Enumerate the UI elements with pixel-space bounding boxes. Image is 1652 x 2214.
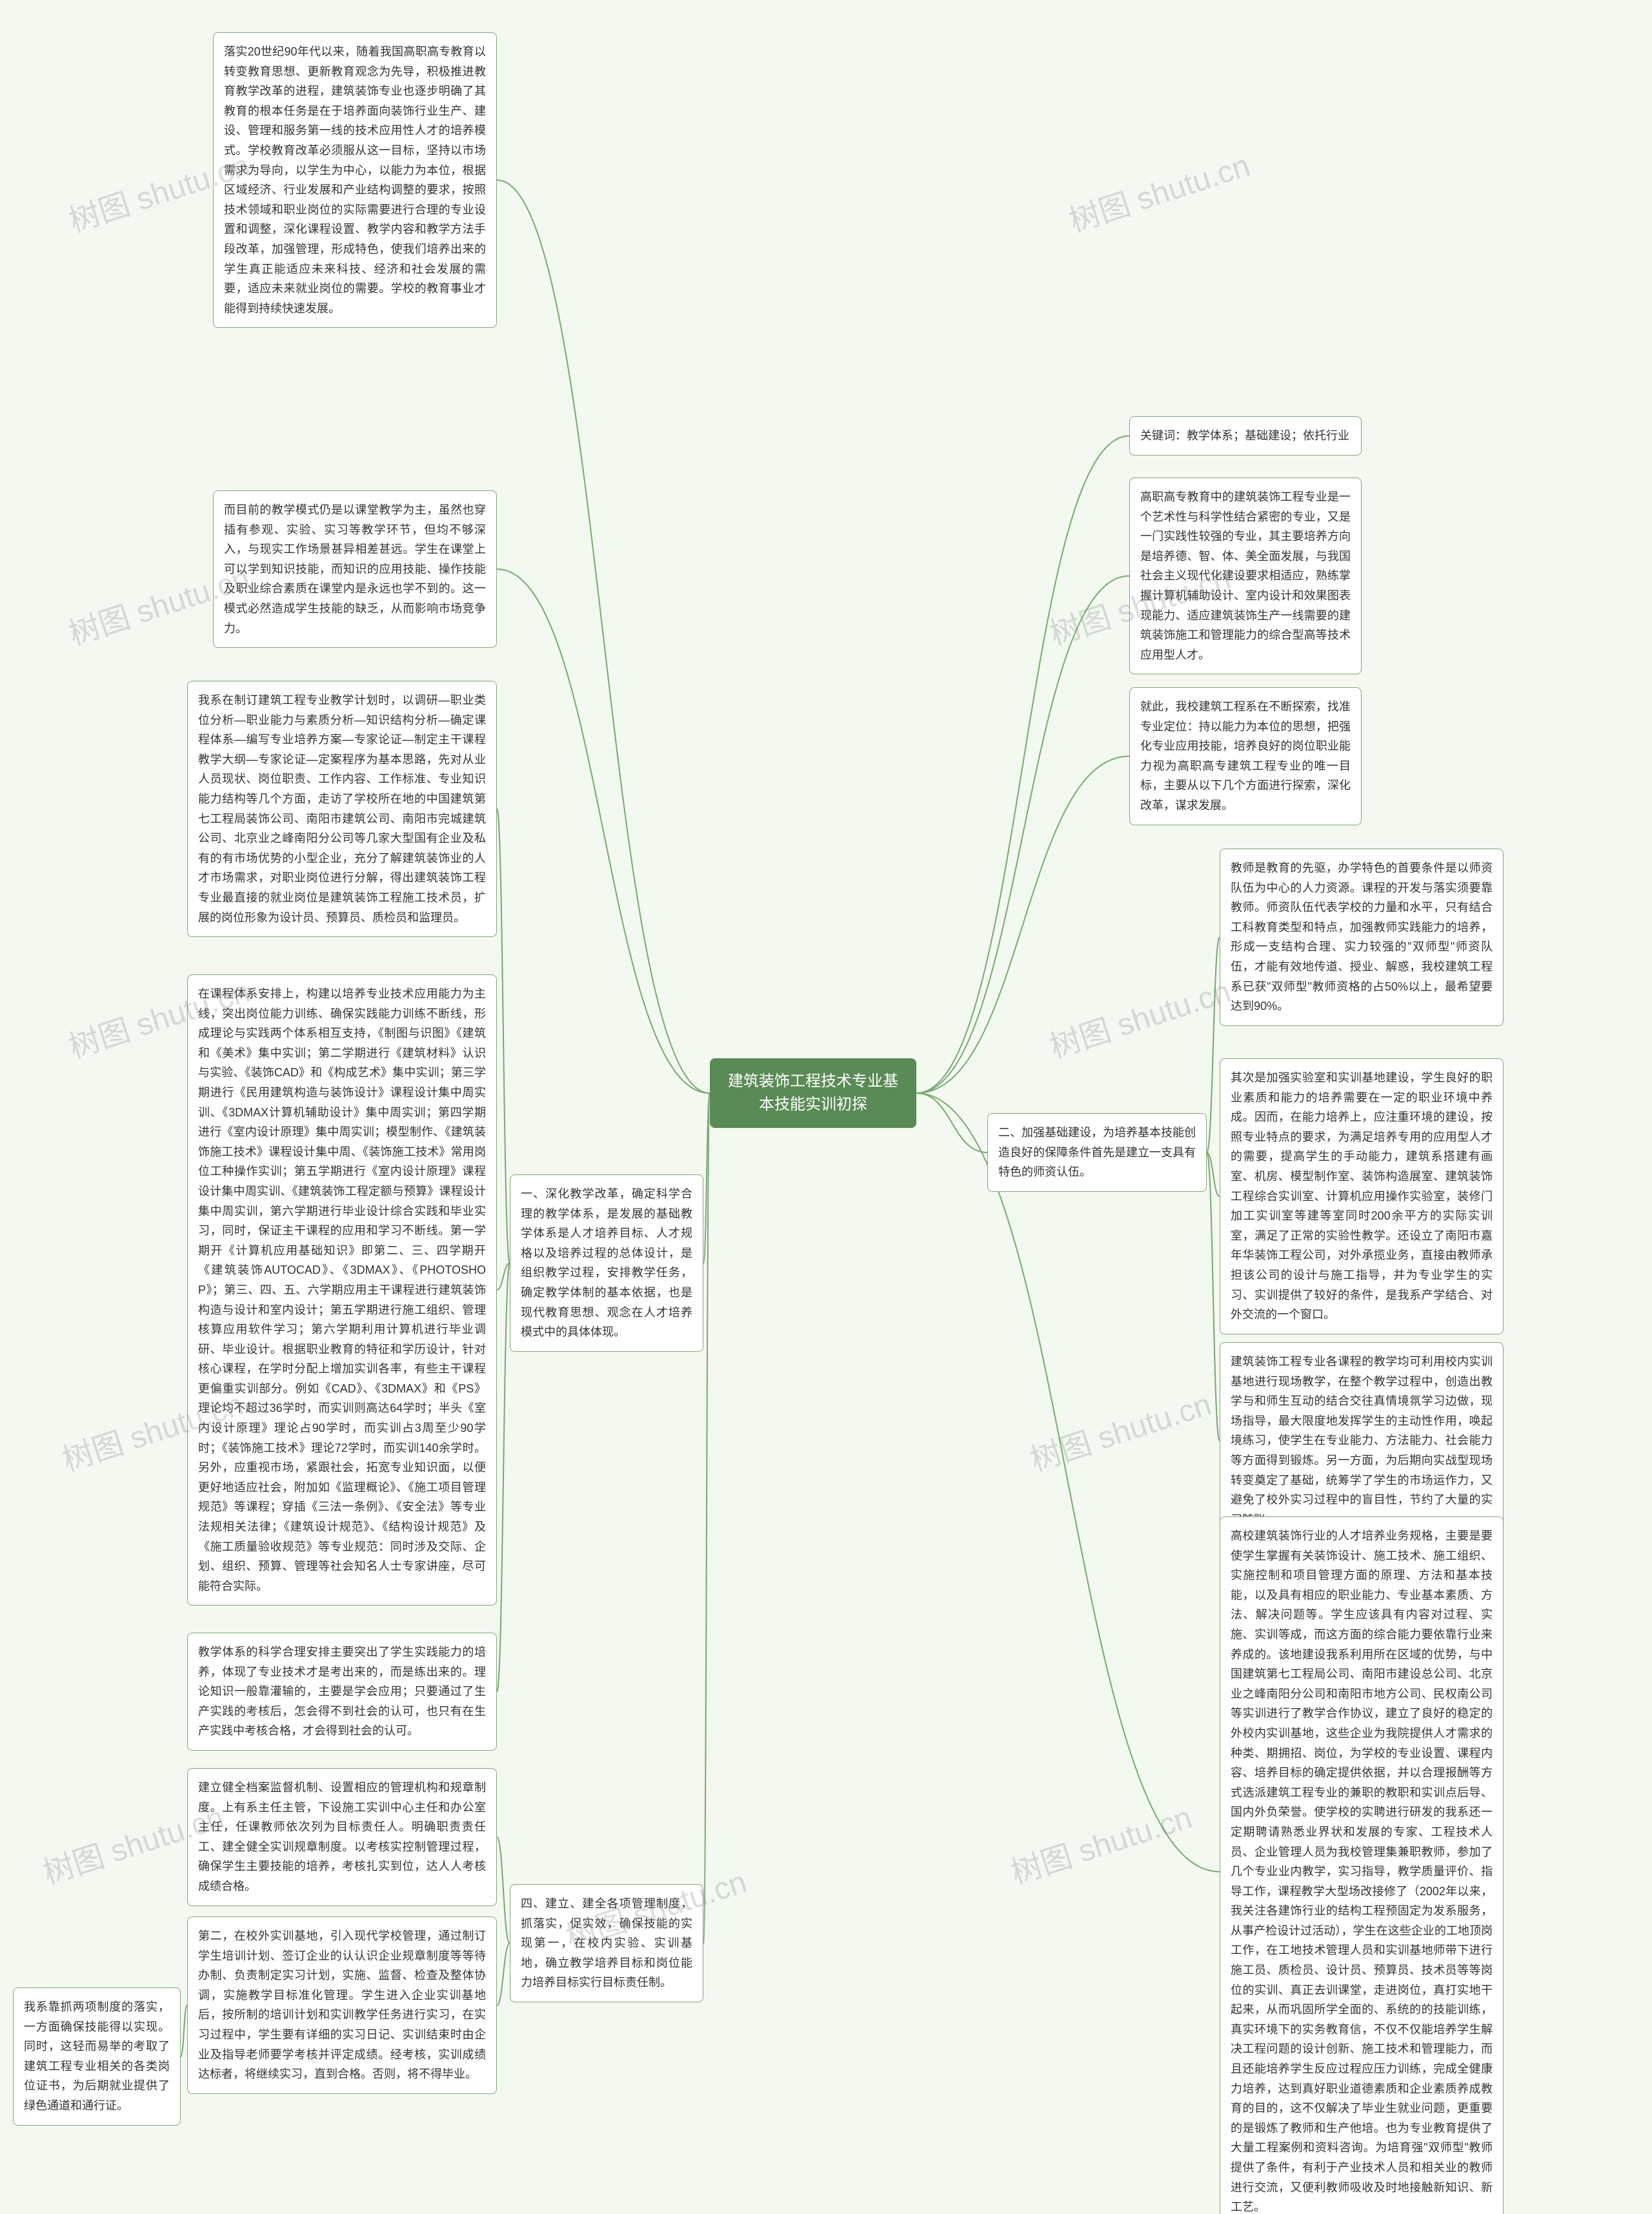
watermark: 树图 shutu.cn <box>1043 966 1235 1067</box>
branch-1-label: 一、深化教学改革，确定科学合理的教学体系，是发展的基础教学体系是人才培养目标、人… <box>510 1174 703 1352</box>
watermark: 树图 shutu.cn <box>1023 1379 1216 1480</box>
left-node-l3: 我系在制订建筑工程专业教学计划时，以调研—职业类位分析—职业能力与素质分析—知识… <box>187 681 497 937</box>
right-node-r3: 就此，我校建筑工程系在不断探索，找准专业定位：持以能力为本位的思想，把强化专业应… <box>1129 687 1362 825</box>
left-node-intro-2: 而目前的教学模式仍是以课堂教学为主，虽然也穿插有参观、实验、实习等教学环节，但均… <box>213 490 497 648</box>
right-node-r8: 高校建筑装饰行业的人才培养业务规格，主要是要使学生掌握有关装饰设计、施工技术、施… <box>1220 1516 1504 2214</box>
right-node-r4: 教师是教育的先驱，办学特色的首要条件是以师资队伍为中心的人力资源。课程的开发与落… <box>1220 849 1504 1026</box>
left-node-l4: 在课程体系安排上，构建以培养专业技术应用能力为主线，突出岗位能力训练、确保实践能… <box>187 974 497 1605</box>
left-node-l5: 教学体系的科学合理安排主要突出了学生实践能力的培养，体现了专业技术才是考出来的，… <box>187 1633 497 1751</box>
branch-4-label: 四、建立、建全各项管理制度，抓落实，促实效，确保技能的实现第一，在校内实验、实训… <box>510 1884 703 2002</box>
left-node-l7: 第二，在校外实训基地，引入现代学校管理，通过制订学生培训计划、签订企业的认认识企… <box>187 1917 497 2094</box>
center-node: 建筑装饰工程技术专业基本技能实训初探 <box>710 1058 916 1128</box>
right-node-r7: 二、加强基础建设，为培养基本技能创造良好的保障条件首先是建立一支具有特色的师资认… <box>987 1113 1207 1192</box>
left-node-l6: 建立健全档案监督机制、设置相应的管理机构和规章制度。上有系主任主管，下设施工实训… <box>187 1768 497 1906</box>
right-node-r2: 高职高专教育中的建筑装饰工程专业是一个艺术性与科学性结合紧密的专业，又是一门实践… <box>1129 478 1362 674</box>
left-node-intro-1: 落实20世纪90年代以来，随着我国高职高专教育以转变教育思想、更新教育观念为先导… <box>213 32 497 328</box>
watermark: 树图 shutu.cn <box>1062 140 1254 241</box>
watermark: 树图 shutu.cn <box>1004 1792 1196 1893</box>
right-node-r5: 其次是加强实验室和实训基地建设，学生良好的职业素质和能力的培养需要在一定的职业环… <box>1220 1058 1504 1334</box>
right-node-r1: 关键词：教学体系；基础建设；依托行业 <box>1129 416 1362 456</box>
left-node-l8: 我系靠抓两项制度的落实，一方面确保技能得以实现。同时，这轻而易举的考取了建筑工程… <box>13 1988 181 2126</box>
right-node-r6: 建筑装饰工程专业各课程的教学均可利用校内实训基地进行现场教学，在整个教学过程中，… <box>1220 1342 1504 1539</box>
